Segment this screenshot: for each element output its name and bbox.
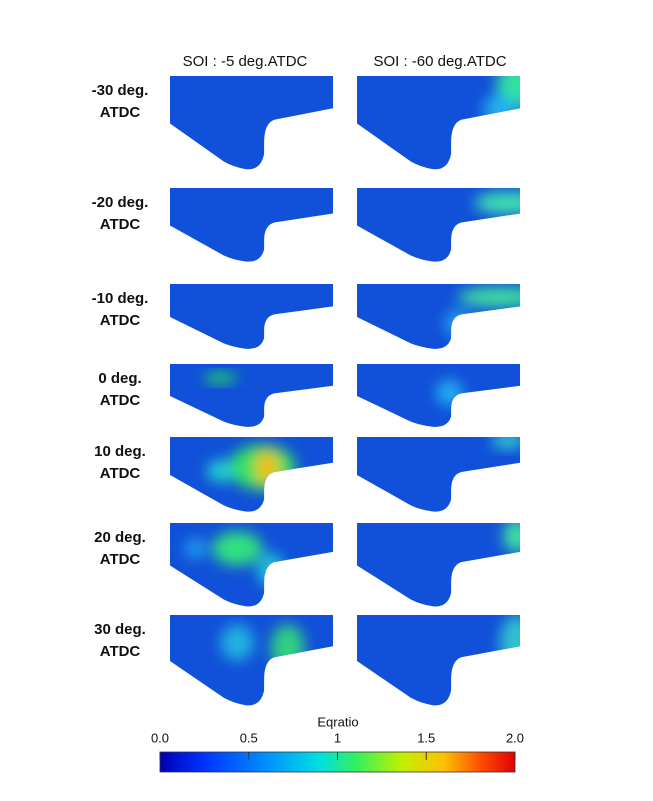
- hot-spot: [491, 437, 520, 449]
- domain-shape: [170, 76, 333, 170]
- row-label: ATDC: [100, 104, 141, 121]
- hot-spot: [483, 95, 517, 124]
- hot-spot: [203, 372, 238, 384]
- hot-spot: [435, 380, 463, 406]
- hot-spot: [220, 624, 254, 661]
- hot-spots: [435, 380, 463, 406]
- hot-spot: [255, 450, 280, 485]
- colorbar-tick-label: 1: [334, 730, 341, 745]
- domain-shape: [357, 76, 520, 170]
- row-label: ATDC: [100, 551, 141, 568]
- hot-spot-layer: [491, 437, 520, 449]
- contour-plot: [357, 364, 520, 427]
- hot-spots: [203, 372, 238, 384]
- hot-spot-layer: [503, 523, 520, 553]
- row-label: 10 deg.: [94, 443, 146, 460]
- contour-plot: [170, 364, 333, 427]
- row-label: 0 deg.: [98, 370, 141, 387]
- column-header: SOI : -60 deg.ATDC: [373, 53, 506, 70]
- contour-plot: [170, 523, 333, 607]
- hot-spot-layer: [203, 372, 238, 384]
- contour-plot: [170, 76, 333, 170]
- colorbar-tick-label: 0.5: [240, 730, 258, 745]
- contour-plot: [357, 437, 520, 512]
- colorbar-tick-label: 1.5: [417, 730, 435, 745]
- row-label: ATDC: [100, 312, 141, 329]
- domain-shape: [357, 615, 520, 706]
- hot-spots: [491, 437, 520, 449]
- colorbar-tick-label: 0.0: [151, 730, 169, 745]
- hot-spot-layer: [474, 191, 520, 215]
- row-label: 30 deg.: [94, 621, 146, 638]
- hot-spots: [503, 523, 520, 553]
- contour-plot: [357, 76, 520, 170]
- colorbar-tick-label: 2.0: [506, 730, 524, 745]
- row-label: -10 deg.: [92, 290, 149, 307]
- domain-shape: [170, 188, 333, 262]
- domain-shape: [357, 523, 520, 607]
- row-label: ATDC: [100, 392, 141, 409]
- contour-plot: [170, 615, 333, 706]
- hot-spot: [503, 523, 520, 553]
- row-label: ATDC: [100, 216, 141, 233]
- contour-plot: [170, 437, 333, 512]
- hot-spots: [185, 531, 285, 587]
- colorbar-title: Eqratio: [317, 714, 358, 729]
- hot-spot: [444, 310, 472, 337]
- hot-spot: [499, 615, 520, 671]
- hot-spot: [206, 459, 234, 483]
- hot-spot-layer: [185, 531, 285, 587]
- row-label: -20 deg.: [92, 194, 149, 211]
- domain-shape: [170, 364, 333, 427]
- hot-spot: [257, 552, 285, 587]
- contour-plot: [357, 188, 520, 262]
- contour-plot: [170, 188, 333, 262]
- domain-shape: [170, 284, 333, 349]
- row-label: 20 deg.: [94, 529, 146, 546]
- hot-spot: [474, 191, 520, 215]
- row-label: ATDC: [100, 465, 141, 482]
- row-label: -30 deg.: [92, 82, 149, 99]
- hot-spot-layer: [435, 380, 463, 406]
- column-header: SOI : -5 deg.ATDC: [183, 53, 308, 70]
- domain-shape: [357, 437, 520, 512]
- hot-spot: [457, 287, 520, 308]
- hot-spots: [474, 191, 520, 215]
- domain-shape: [170, 615, 333, 706]
- hot-spot: [212, 531, 263, 566]
- contour-plot: [357, 615, 520, 706]
- domain-shape: [170, 523, 333, 607]
- hot-spot: [185, 538, 206, 559]
- contour-plot: [357, 284, 520, 349]
- hot-spot: [270, 624, 305, 671]
- hot-spot-layer: [499, 615, 520, 671]
- contour-plot: [357, 523, 520, 607]
- row-label: ATDC: [100, 643, 141, 660]
- contour-plot: [170, 284, 333, 349]
- hot-spots: [499, 615, 520, 671]
